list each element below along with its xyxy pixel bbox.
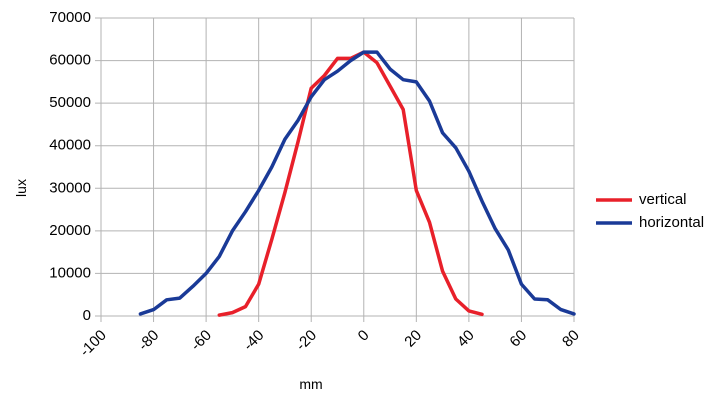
series-line-vertical (217, 50, 484, 317)
x-tick-label: -60 (188, 327, 215, 354)
y-tick-label: 50000 (49, 94, 91, 111)
y-tick-label: 30000 (49, 179, 91, 196)
x-axis-ticks: -100 -80 -60 -40 -20 0 20 40 60 80 (77, 327, 583, 360)
legend-label-vertical: vertical (639, 191, 687, 208)
y-axis-label: lux (13, 179, 29, 197)
x-tick-label: -40 (240, 327, 267, 354)
series-line-horizontal (138, 50, 576, 316)
x-axis-label: mm (299, 376, 322, 392)
y-tick-label: 60000 (49, 52, 91, 69)
x-tick-label: -80 (135, 327, 162, 354)
y-axis-ticks: 0 10000 20000 30000 40000 50000 60000 70000 (49, 9, 91, 324)
y-tick-label: 70000 (49, 9, 91, 26)
x-tick-label: -100 (77, 327, 110, 360)
x-tick-label: -20 (293, 327, 320, 354)
y-tick-label: 0 (83, 307, 91, 324)
x-tick-label: 40 (454, 327, 478, 351)
legend-label-horizontal: horizontal (639, 214, 704, 231)
legend: vertical horizontal (596, 191, 704, 231)
y-tick-label: 10000 (49, 264, 91, 281)
x-tick-label: 80 (559, 327, 583, 351)
grid (95, 17, 575, 322)
x-tick-label: 60 (506, 327, 530, 351)
x-tick-label: 0 (355, 327, 373, 345)
series-lines (138, 50, 576, 317)
x-tick-label: 20 (401, 327, 425, 351)
y-tick-label: 40000 (49, 137, 91, 154)
y-tick-label: 20000 (49, 222, 91, 239)
